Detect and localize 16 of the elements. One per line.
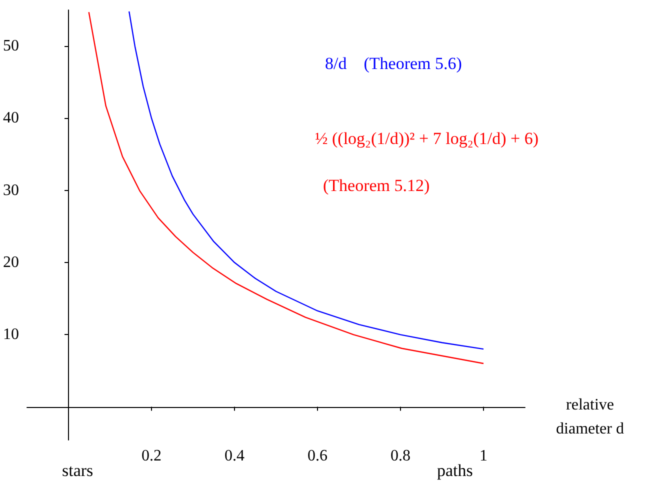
y-tick-label: 20 bbox=[3, 254, 19, 272]
text: stars bbox=[62, 461, 94, 480]
text: paths bbox=[437, 461, 473, 480]
x-tick-label: 0.4 bbox=[224, 448, 244, 464]
x-tick-label: 1 bbox=[480, 448, 488, 464]
y-tick-label: 50 bbox=[3, 38, 19, 55]
x-tick-label: 0.8 bbox=[390, 448, 410, 464]
y-tick-label: 40 bbox=[3, 110, 19, 127]
x-tick-label: 0.6 bbox=[308, 448, 328, 464]
annotation: 8/d (Theorem 5.6) bbox=[325, 54, 462, 73]
annotation: ½ ((log₂(1/d))² + 7 log₂(1/d) + 6) bbox=[315, 129, 539, 148]
y-tick-label: 10 bbox=[3, 326, 19, 344]
annotation: (Theorem 5.12) bbox=[323, 176, 430, 195]
x-axis-title: relative diameter d bbox=[556, 396, 624, 438]
y-tick-label: 30 bbox=[3, 182, 19, 199]
x-tick-label: 0.2 bbox=[142, 448, 162, 464]
